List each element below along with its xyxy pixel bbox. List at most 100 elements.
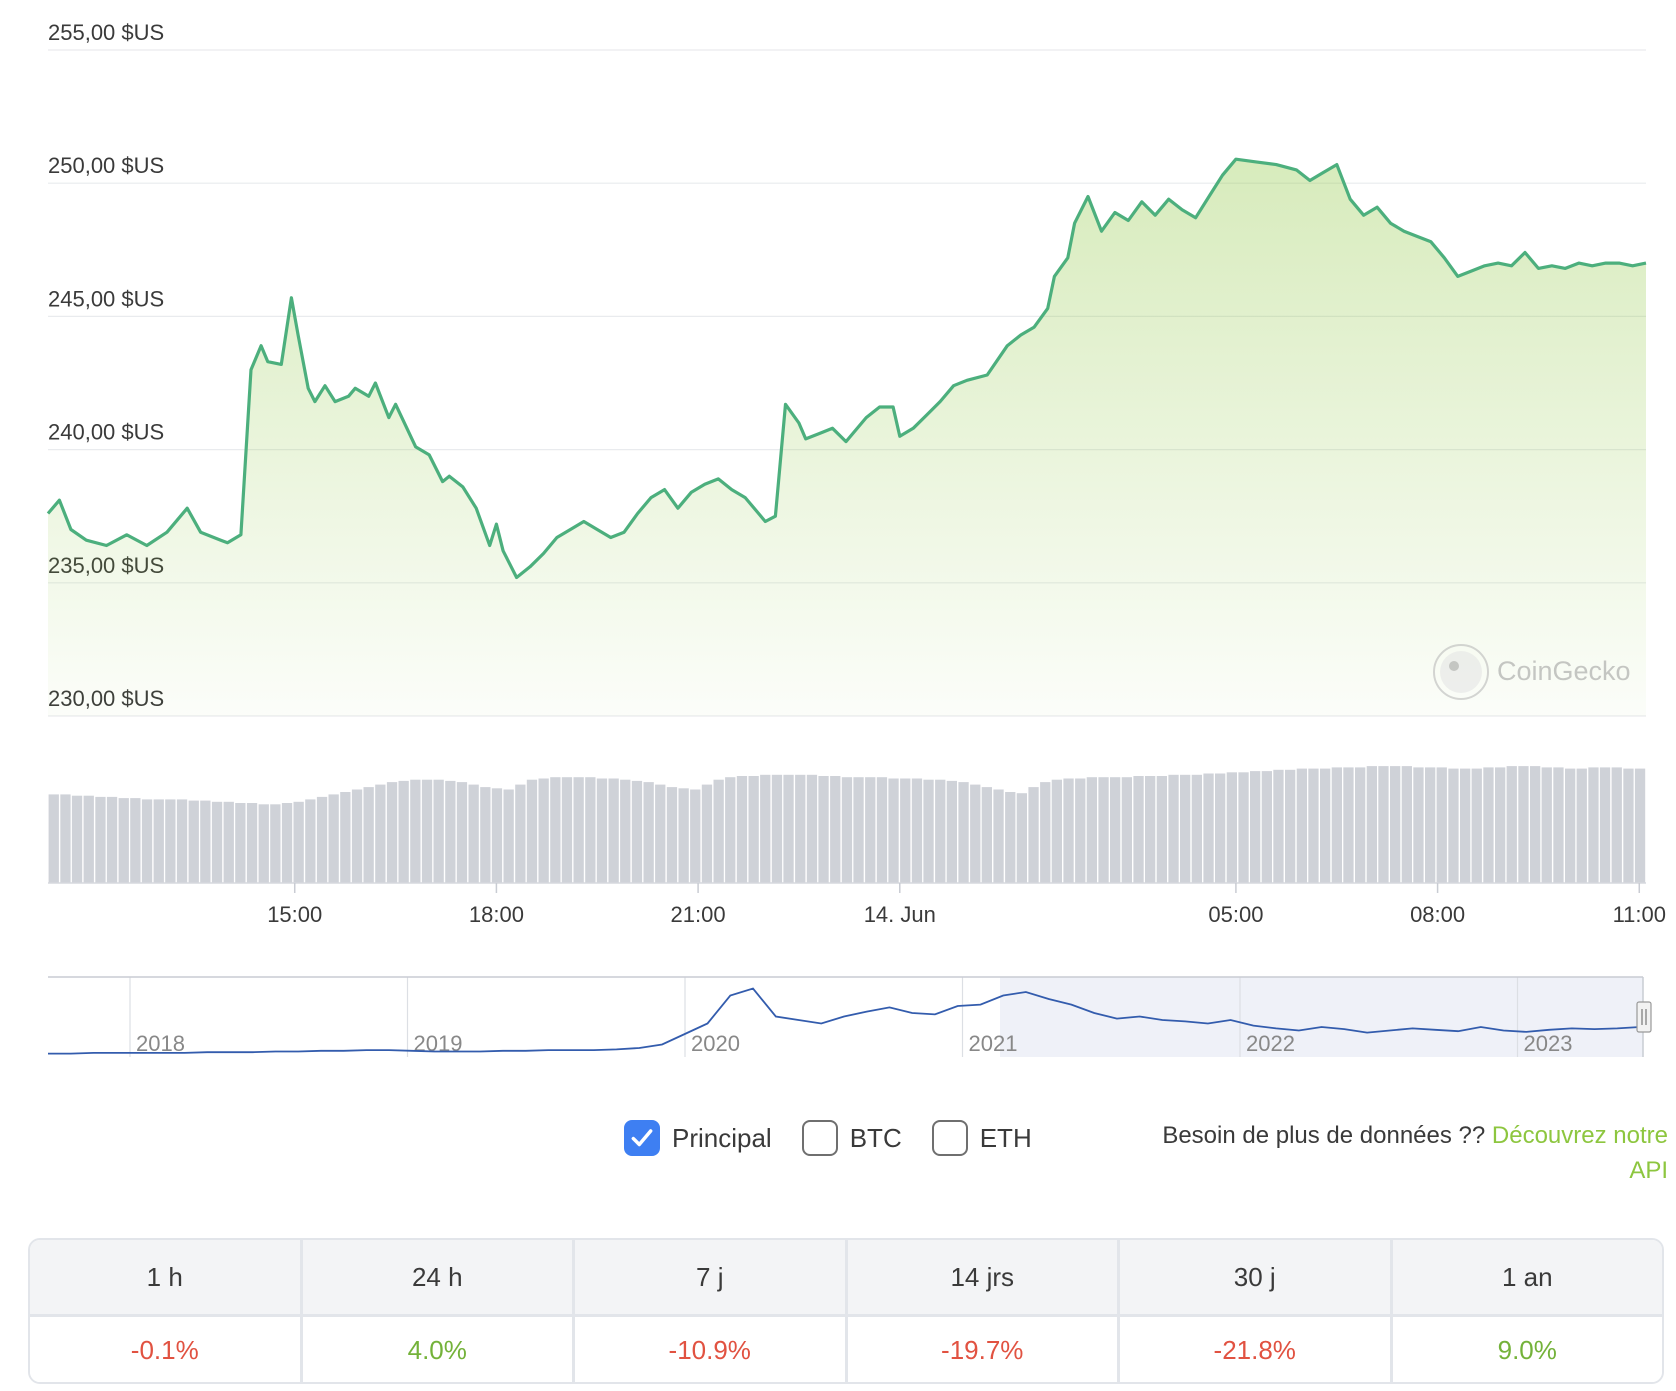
volume-bar — [631, 780, 643, 883]
volume-bar — [573, 777, 584, 883]
volume-bar — [900, 778, 911, 883]
volume-bar — [1273, 769, 1284, 883]
toggle-btc[interactable]: BTC — [801, 1120, 902, 1156]
checkbox-btc[interactable] — [801, 1120, 838, 1156]
x-tick-label: 15:00 — [267, 902, 322, 927]
volume-bar — [1599, 767, 1611, 883]
volume-bar — [1401, 766, 1412, 883]
volume-bar — [1238, 772, 1249, 883]
volume-bar — [935, 779, 946, 883]
volume-bar — [655, 784, 666, 883]
volume-bar — [95, 796, 106, 883]
checkbox-principal[interactable] — [624, 1120, 660, 1156]
volume-bar — [795, 774, 806, 883]
volume-bar — [830, 776, 841, 883]
api-link[interactable]: Découvrez notre API — [1491, 1122, 1668, 1184]
volume-bar — [316, 796, 328, 883]
volume-bar — [1448, 768, 1459, 883]
volume-bar — [153, 799, 164, 883]
volume-bar — [841, 777, 853, 883]
volume-bar — [865, 777, 876, 883]
volume-bar — [1121, 777, 1132, 883]
volume-bar — [1133, 776, 1144, 883]
navigator[interactable]: 2018 2019 2020 2021 2022 2023 — [48, 976, 1652, 1057]
volume-bar — [398, 780, 409, 883]
volume-bar — [1110, 777, 1121, 883]
volume-bar — [1308, 768, 1319, 883]
volume-bar — [1460, 768, 1471, 883]
performance-header-row: 1 h 24 h 7 j 14 jrs 30 j 1 an — [30, 1240, 1662, 1317]
volume-bar — [375, 784, 386, 883]
volume-bar — [981, 787, 992, 883]
volume-bar — [1331, 767, 1342, 883]
y-tick-label: 250,00 $US — [48, 153, 164, 178]
volume-bar — [1191, 774, 1202, 883]
api-note: Besoin de plus de données ?? Découvrez n… — [1148, 1118, 1668, 1188]
toggle-principal[interactable]: Principal — [624, 1120, 772, 1156]
toggle-eth[interactable]: ETH — [931, 1120, 1032, 1156]
volume-bar — [1203, 773, 1214, 883]
volume-bar — [1320, 768, 1331, 883]
volume-bar — [888, 778, 899, 883]
x-tick-label: 08:00 — [1410, 902, 1465, 927]
period-1h: 1 h — [30, 1240, 303, 1314]
y-tick-label: 255,00 $US — [48, 20, 164, 45]
volume-bar — [363, 787, 374, 883]
volume-bar — [1075, 778, 1086, 883]
change-1h: -0.1% — [30, 1317, 303, 1382]
volume-bar — [328, 794, 339, 883]
price-chart: 255,00 $US 250,00 $US 245,00 $US 240,00 $US… — [46, 20, 1666, 1057]
volume-bar — [1565, 768, 1576, 883]
performance-values-row: -0.1% 4.0% -10.9% -19.7% -21.8% 9.0% — [30, 1317, 1662, 1382]
volume-bar — [1016, 793, 1027, 883]
volume-bar — [701, 784, 713, 883]
period-30d: 30 j — [1120, 1240, 1393, 1314]
change-7d: -10.9% — [575, 1317, 848, 1382]
volume-bar — [270, 804, 281, 883]
volume-bar — [643, 782, 654, 883]
volume-bar — [281, 803, 293, 883]
volume-bar — [60, 794, 71, 883]
volume-bar — [386, 782, 398, 883]
period-14d: 14 jrs — [848, 1240, 1120, 1314]
volume-bar — [993, 789, 1004, 883]
volume-bar — [106, 796, 118, 883]
volume-bar — [666, 787, 678, 883]
volume-bar — [818, 776, 829, 883]
volume-bar — [678, 788, 689, 883]
volume-bar — [211, 801, 223, 883]
checkbox-eth[interactable] — [931, 1120, 968, 1156]
series-toggles: Principal BTC ETH — [624, 1116, 1062, 1160]
change-30d: -21.8% — [1120, 1317, 1393, 1382]
change-1y: 9.0% — [1497, 1335, 1557, 1365]
volume-bar — [1378, 766, 1389, 883]
period-1y: 1 an — [1501, 1261, 1553, 1292]
volume-bar — [340, 792, 351, 883]
x-tick-label: 05:00 — [1208, 902, 1263, 927]
volume-bar — [1285, 769, 1296, 883]
volume-bar — [1261, 771, 1272, 883]
volume-bar — [725, 777, 736, 883]
volume-bar — [1541, 767, 1552, 883]
volume-bar — [1028, 787, 1039, 883]
navigator-handle[interactable] — [1636, 1001, 1652, 1033]
period-24h: 24 h — [303, 1240, 575, 1314]
volume-bar — [923, 779, 934, 883]
navigator-year-label: 2022 — [1246, 1031, 1295, 1056]
volume-bar — [1250, 771, 1261, 883]
check-icon — [631, 1129, 653, 1147]
volume-bar — [1576, 768, 1587, 883]
volume-bar — [176, 799, 188, 883]
x-tick-label: 18:00 — [469, 902, 524, 927]
y-tick-label: 245,00 $US — [48, 286, 164, 311]
toggle-label-principal: Principal — [672, 1122, 772, 1153]
volume-bar — [246, 803, 258, 883]
navigator-year-label: 2021 — [969, 1031, 1018, 1056]
volume-bar — [526, 779, 538, 883]
volume-bar — [853, 777, 864, 883]
volume-bar — [736, 776, 748, 883]
volume-bar — [806, 774, 818, 883]
volume-bar — [1355, 767, 1366, 883]
volume-bar — [1390, 766, 1401, 883]
toggle-label-eth: ETH — [979, 1122, 1032, 1153]
